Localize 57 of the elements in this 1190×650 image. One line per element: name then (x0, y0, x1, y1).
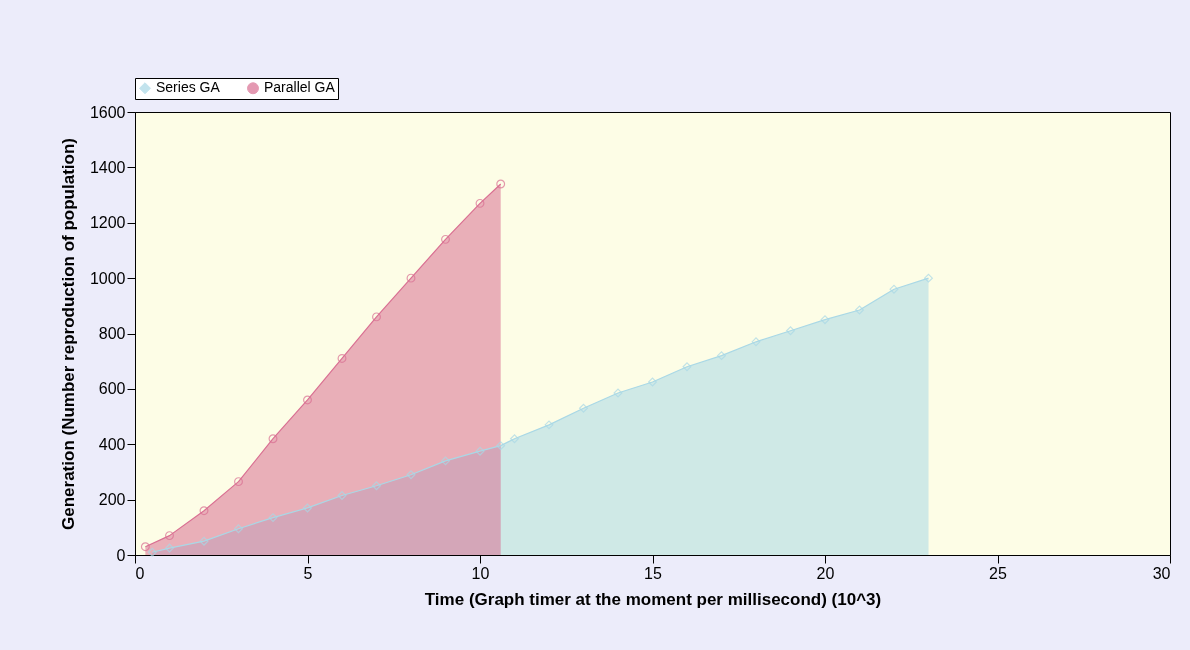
legend-label: Parallel GA (264, 79, 336, 96)
point (372, 481, 381, 491)
point (441, 234, 450, 244)
point (475, 198, 485, 208)
point (924, 273, 933, 283)
x-tick-label: 30 (1152, 564, 1171, 582)
point (140, 542, 150, 552)
point (579, 403, 588, 413)
point (268, 434, 278, 444)
point (496, 179, 506, 189)
y-tick-label: 800 (98, 325, 126, 342)
x-tick-label: 15 (644, 564, 662, 582)
point (889, 284, 899, 294)
point (303, 395, 312, 405)
point (165, 543, 174, 553)
point (751, 337, 761, 347)
x-tick-label: 0 (135, 564, 145, 582)
point (496, 441, 506, 451)
point (441, 456, 450, 466)
x-tick-label: 25 (989, 564, 1007, 582)
y-tick-label: 1200 (89, 214, 126, 232)
point (648, 377, 657, 387)
point (165, 531, 174, 541)
point (147, 547, 157, 557)
point (820, 315, 830, 325)
point (406, 273, 416, 283)
point (199, 536, 209, 546)
x-axis-title: Time (Graph timer at the moment per millisecond) (10^3) (424, 589, 882, 609)
y-axis-title: Generation (Number reproduction of population) (58, 138, 78, 530)
legend-label: Series GA (156, 79, 221, 96)
point (717, 351, 726, 361)
point (786, 326, 795, 336)
y-tick-label: 600 (98, 380, 126, 398)
point (544, 420, 554, 430)
point (268, 513, 278, 523)
y-tick-label: 1400 (89, 158, 126, 176)
x-tick-label: 5 (303, 564, 313, 582)
y-tick-label: 400 (98, 435, 126, 453)
y-tick-label: 0 (116, 546, 126, 564)
point (337, 353, 347, 363)
point (406, 470, 416, 480)
x-tick-label: 10 (471, 564, 490, 582)
point (475, 446, 485, 456)
point (510, 434, 519, 444)
y-tick-label: 1000 (89, 269, 126, 287)
point (613, 388, 623, 398)
point (234, 477, 243, 487)
point (682, 362, 692, 372)
x-tick-label: 20 (816, 564, 835, 582)
y-tick-label: 1600 (89, 103, 126, 121)
point (372, 312, 381, 322)
point (337, 491, 347, 500)
point (855, 305, 864, 315)
point (303, 503, 312, 513)
point (234, 524, 243, 534)
y-tick-label: 200 (98, 491, 126, 509)
point (199, 506, 209, 516)
